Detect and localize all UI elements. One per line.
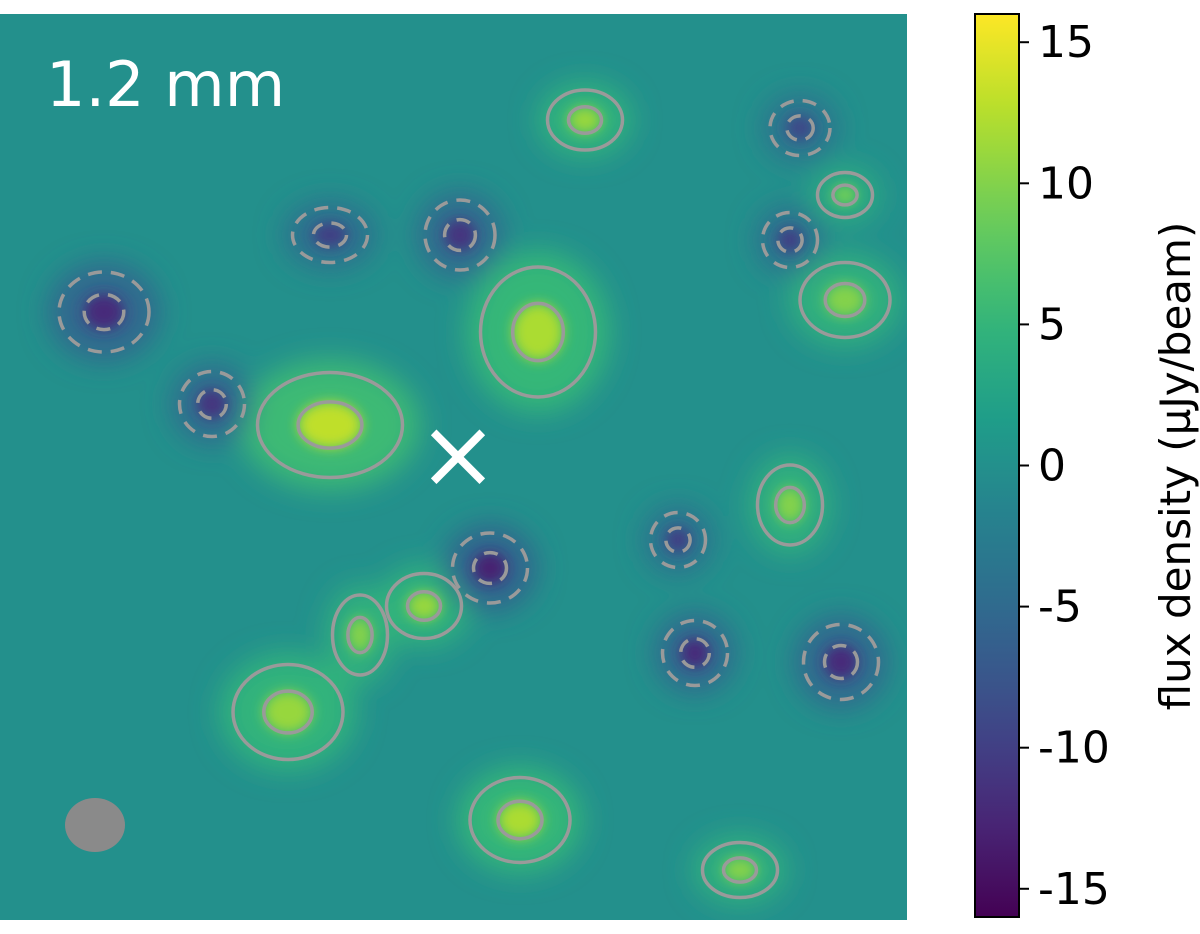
map-background bbox=[0, 14, 907, 920]
colorbar-tick-label: -15 bbox=[1038, 864, 1110, 915]
beam-ellipse bbox=[65, 798, 125, 852]
panel-label: 1.2 mm bbox=[46, 48, 285, 121]
peak-core bbox=[512, 303, 564, 361]
emission-core-layer bbox=[84, 106, 865, 883]
trough-core bbox=[786, 115, 814, 141]
trough-contour-outer bbox=[760, 210, 820, 270]
peak-contour-outer bbox=[755, 463, 825, 547]
trough-core bbox=[84, 294, 124, 330]
colorbar-tick-label: 0 bbox=[1038, 441, 1066, 492]
peak-core bbox=[498, 801, 542, 839]
peak-contour-outer bbox=[231, 662, 345, 762]
peak-contour-outer bbox=[700, 840, 780, 900]
trough-contour-inner bbox=[195, 387, 229, 421]
peak-contour-inner bbox=[773, 485, 807, 525]
colorbar-tick-label: -10 bbox=[1038, 723, 1110, 774]
peak-contour-inner bbox=[296, 400, 364, 450]
emission-glow-layer bbox=[48, 82, 901, 905]
trough-core bbox=[313, 222, 347, 248]
peak-core bbox=[775, 487, 805, 523]
peak-core bbox=[723, 857, 757, 883]
trough-contour-outer bbox=[660, 618, 730, 688]
colorbar-label: flux density (µJy/beam) bbox=[1151, 222, 1200, 711]
trough-contour-inner bbox=[678, 636, 712, 670]
trough-contour-outer bbox=[648, 510, 708, 570]
trough-contour-inner bbox=[822, 643, 860, 681]
peak-contour-inner bbox=[510, 301, 566, 363]
peak-contour-inner bbox=[496, 799, 544, 841]
trough-contour-inner bbox=[785, 114, 815, 142]
trough-contour-inner bbox=[776, 226, 804, 254]
peak-contour-outer bbox=[330, 593, 390, 677]
peak-contour-outer bbox=[468, 775, 572, 865]
trough-core bbox=[777, 227, 803, 253]
trough-core bbox=[444, 219, 476, 251]
contour-layer bbox=[57, 88, 892, 900]
trough-core bbox=[824, 645, 858, 679]
peak-core bbox=[263, 691, 313, 733]
peak-contour-inner bbox=[566, 105, 604, 135]
trough-contour-outer bbox=[290, 205, 370, 265]
peak-contour-inner bbox=[346, 615, 374, 655]
peak-core bbox=[347, 617, 373, 653]
target-marker: × bbox=[418, 398, 498, 510]
trough-contour-outer bbox=[450, 531, 530, 605]
colorbar-tick-label: 10 bbox=[1038, 158, 1094, 209]
target-marker-symbol: × bbox=[418, 398, 498, 510]
peak-core bbox=[407, 591, 441, 621]
peak-core bbox=[568, 106, 602, 134]
peak-contour-outer bbox=[478, 265, 598, 399]
trough-contour-outer bbox=[768, 98, 832, 158]
peak-contour-outer bbox=[545, 88, 625, 152]
trough-core bbox=[665, 527, 691, 553]
trough-contour-outer bbox=[177, 369, 247, 439]
peak-core bbox=[832, 185, 858, 205]
peak-core bbox=[825, 283, 865, 317]
trough-contour-outer bbox=[801, 622, 881, 702]
colorbar-ticks: 15 10 5 0 -5 -10 -15 bbox=[1019, 17, 1110, 915]
peak-core bbox=[298, 401, 362, 449]
trough-contour-inner bbox=[311, 221, 349, 249]
colorbar-tick-label: -5 bbox=[1038, 582, 1082, 633]
trough-contour-outer bbox=[423, 198, 497, 272]
colorbar: 15 10 5 0 -5 -10 -15 flux density (µJy/beam) bbox=[974, 13, 1200, 918]
colorbar-tick-label: 15 bbox=[1038, 17, 1094, 68]
trough-core bbox=[197, 389, 227, 419]
colorbar-gradient bbox=[974, 13, 1020, 918]
flux-map bbox=[0, 14, 907, 920]
peak-contour-inner bbox=[823, 281, 867, 319]
trough-contour-inner bbox=[442, 217, 478, 253]
peak-contour-inner bbox=[721, 856, 759, 884]
peak-contour-inner bbox=[831, 183, 859, 207]
peak-contour-outer bbox=[255, 370, 405, 480]
trough-contour-inner bbox=[471, 550, 509, 586]
peak-contour-outer bbox=[384, 571, 464, 641]
peak-contour-outer bbox=[815, 170, 875, 220]
peak-contour-outer bbox=[798, 260, 892, 340]
peak-contour-inner bbox=[405, 589, 443, 623]
trough-core bbox=[473, 552, 507, 584]
trough-contour-inner bbox=[82, 292, 126, 332]
colorbar-tick-label: 5 bbox=[1038, 299, 1066, 350]
trough-core bbox=[680, 638, 710, 668]
peak-contour-inner bbox=[262, 689, 314, 735]
trough-contour-outer bbox=[57, 270, 151, 354]
trough-contour-inner bbox=[664, 526, 692, 554]
